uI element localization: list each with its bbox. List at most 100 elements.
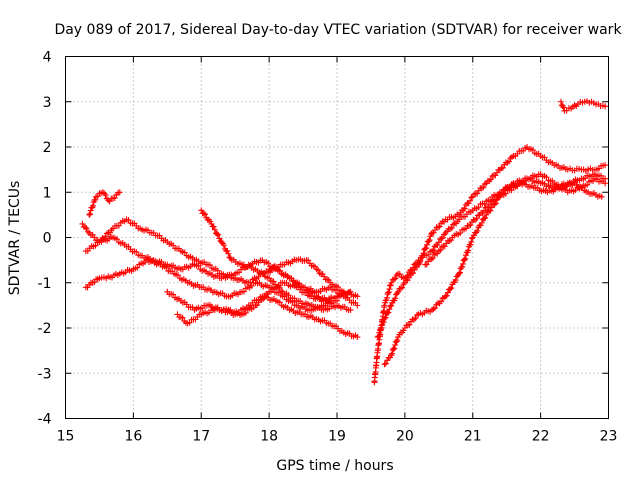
data-point-marker xyxy=(429,248,436,255)
y-tick-label: 3 xyxy=(43,95,52,111)
data-point-marker xyxy=(211,226,218,233)
chart-title: Day 089 of 2017, Sidereal Day-to-day VTE… xyxy=(54,22,622,38)
data-point-marker xyxy=(397,285,404,292)
data-point-marker xyxy=(435,224,442,231)
data-point-marker xyxy=(400,281,407,288)
data-point-marker xyxy=(392,275,399,282)
data-point-marker xyxy=(92,242,99,249)
data-point-marker xyxy=(481,207,488,214)
data-point-marker xyxy=(376,329,383,336)
data-point-marker xyxy=(423,245,430,252)
y-axis-label: SDTVAR / TECUs xyxy=(7,181,23,296)
data-point-marker xyxy=(444,289,451,296)
data-point-marker xyxy=(381,302,388,309)
data-point-marker xyxy=(457,209,464,216)
data-point-marker xyxy=(467,197,474,204)
data-point-marker xyxy=(579,184,586,191)
data-point-marker xyxy=(105,197,112,204)
series-arc-10 xyxy=(374,144,609,341)
series-arc-7 xyxy=(198,207,354,314)
data-point-marker xyxy=(385,289,392,296)
data-point-marker xyxy=(383,294,390,301)
data-point-marker xyxy=(354,293,361,300)
data-point-marker xyxy=(436,223,443,230)
data-point-marker xyxy=(224,248,231,255)
data-point-marker xyxy=(391,345,398,352)
data-point-marker xyxy=(236,309,243,316)
y-tick-label: 4 xyxy=(43,50,52,66)
data-point-marker xyxy=(468,235,475,242)
data-point-marker xyxy=(111,194,118,201)
data-point-marker xyxy=(381,315,388,322)
data-point-marker xyxy=(334,284,341,291)
data-point-marker xyxy=(101,190,108,197)
data-point-marker xyxy=(347,288,354,295)
data-point-marker xyxy=(438,235,445,242)
data-point-marker xyxy=(426,237,433,244)
data-point-marker xyxy=(242,309,249,316)
data-point-marker xyxy=(393,338,400,345)
data-point-marker xyxy=(602,162,609,169)
data-point-marker xyxy=(86,211,93,218)
data-point-marker xyxy=(214,230,221,237)
data-point-marker xyxy=(416,260,423,267)
data-point-marker xyxy=(425,238,432,245)
data-point-marker xyxy=(354,302,361,309)
y-tick-label: -2 xyxy=(38,321,52,337)
data-point-marker xyxy=(411,266,418,273)
data-point-marker xyxy=(390,345,397,352)
x-tick-label: 16 xyxy=(124,429,142,445)
data-point-marker xyxy=(487,176,494,183)
data-point-marker xyxy=(386,306,393,313)
x-tick-label: 17 xyxy=(192,429,210,445)
data-point-marker xyxy=(92,196,99,203)
series-arc-4 xyxy=(86,189,123,218)
data-point-marker xyxy=(389,350,396,357)
data-point-marker xyxy=(431,243,438,250)
data-point-marker xyxy=(84,228,91,235)
data-point-marker xyxy=(387,303,394,310)
data-point-marker xyxy=(380,318,387,325)
data-point-marker xyxy=(215,231,222,238)
data-point-marker xyxy=(482,214,489,221)
x-tick-label: 18 xyxy=(260,429,278,445)
data-point-marker xyxy=(438,298,445,305)
data-point-marker xyxy=(391,276,398,283)
data-point-marker xyxy=(270,278,277,285)
data-point-marker xyxy=(467,241,474,248)
data-point-marker xyxy=(443,292,450,299)
data-point-marker xyxy=(430,247,437,254)
data-point-marker xyxy=(382,360,389,367)
data-point-marker xyxy=(441,243,448,250)
x-tick-label: 23 xyxy=(600,429,618,445)
data-point-marker xyxy=(134,264,141,271)
x-tick-label: 19 xyxy=(328,429,346,445)
data-point-marker xyxy=(240,288,247,295)
data-point-marker xyxy=(386,286,393,293)
data-point-marker xyxy=(435,239,442,246)
series-arc-6 xyxy=(164,288,361,341)
data-point-marker xyxy=(302,284,309,291)
data-point-marker xyxy=(505,158,512,165)
data-point-marker xyxy=(388,279,395,286)
data-point-marker xyxy=(392,295,399,302)
data-point-marker xyxy=(202,211,209,218)
data-point-marker xyxy=(471,191,478,198)
data-point-marker xyxy=(483,211,490,218)
x-tick-label: 21 xyxy=(464,429,482,445)
data-point-marker xyxy=(468,238,475,245)
data-point-marker xyxy=(388,302,395,309)
data-point-marker xyxy=(461,256,468,263)
data-point-marker xyxy=(448,224,455,231)
x-tick-label: 20 xyxy=(396,429,414,445)
data-point-marker xyxy=(79,220,86,227)
data-point-marker xyxy=(375,333,382,340)
data-point-marker xyxy=(83,225,90,232)
data-point-marker xyxy=(395,288,402,295)
data-point-marker xyxy=(225,250,232,257)
data-point-marker xyxy=(602,180,609,187)
data-point-marker xyxy=(489,173,496,180)
data-point-marker xyxy=(584,181,591,188)
data-point-marker xyxy=(474,227,481,234)
